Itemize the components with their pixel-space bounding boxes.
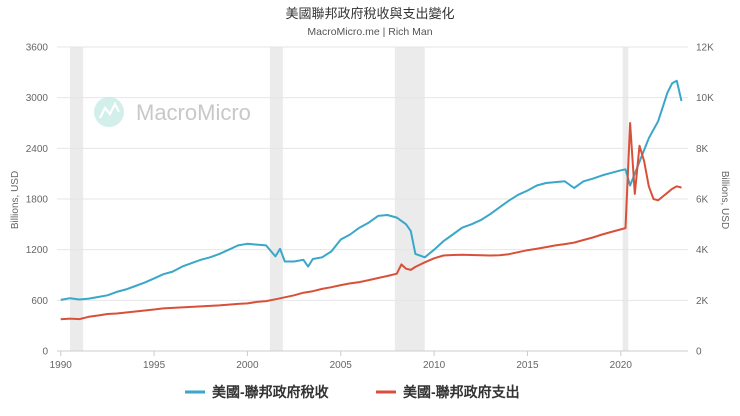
left-y-tick-2400: 2400 <box>26 144 49 155</box>
legend-label-tax-revenue: 美國-聯邦政府稅收 <box>212 384 330 400</box>
series-line-0 <box>60 79 683 301</box>
legend-item-tax-revenue[interactable]: 美國-聯邦政府稅收 <box>185 384 330 400</box>
chart-title: 美國聯邦政府稅收與支出變化 <box>285 6 454 21</box>
left-y-tick-1200: 1200 <box>26 245 49 256</box>
left-y-tick-3600: 3600 <box>26 43 49 54</box>
left-y-tick-1800: 1800 <box>26 195 49 206</box>
x-tick-1990: 1990 <box>50 360 73 371</box>
right-y-tick-4K: 4K <box>696 245 709 256</box>
right-y-tick-2K: 2K <box>696 296 709 307</box>
right-y-tick-10K: 10K <box>696 93 714 104</box>
series-line-1 <box>60 122 682 321</box>
right-y-axis-label: Billions, USD <box>719 171 730 229</box>
right-y-tick-0: 0 <box>696 347 702 358</box>
series-group <box>60 79 683 321</box>
left-y-axis-label: Billions, USD <box>10 171 21 229</box>
left-y-tick-600: 600 <box>31 296 48 307</box>
left-y-tick-3000: 3000 <box>26 93 49 104</box>
x-tick-2010: 2010 <box>423 360 446 371</box>
watermark-logo-mark <box>99 101 120 119</box>
watermark-text: MacroMicro <box>136 100 251 125</box>
gridlines <box>57 46 688 352</box>
left-y-tick-0: 0 <box>42 347 48 358</box>
left-y-axis: 0 600 1200 1800 2400 3000 3600 <box>26 43 49 358</box>
legend-label-spending: 美國-聯邦政府支出 <box>403 384 520 400</box>
legend-item-spending[interactable]: 美國-聯邦政府支出 <box>376 384 520 400</box>
legend: 美國-聯邦政府稅收 美國-聯邦政府支出 <box>185 384 520 400</box>
right-y-tick-8K: 8K <box>696 144 709 155</box>
x-axis: 1990 1995 2000 2005 2010 2015 2020 <box>50 351 633 371</box>
x-tick-2000: 2000 <box>236 360 259 371</box>
x-tick-2015: 2015 <box>516 360 539 371</box>
x-tick-2005: 2005 <box>330 360 353 371</box>
right-y-axis: 0 2K 4K 6K 8K 10K 12K <box>696 43 714 358</box>
right-y-tick-6K: 6K <box>696 195 709 206</box>
right-y-tick-12K: 12K <box>696 43 714 54</box>
chart-subtitle: MacroMicro.me | Rich Man <box>307 26 432 38</box>
x-tick-2020: 2020 <box>610 360 633 371</box>
watermark: MacroMicro <box>94 97 251 127</box>
x-tick-1995: 1995 <box>143 360 166 371</box>
